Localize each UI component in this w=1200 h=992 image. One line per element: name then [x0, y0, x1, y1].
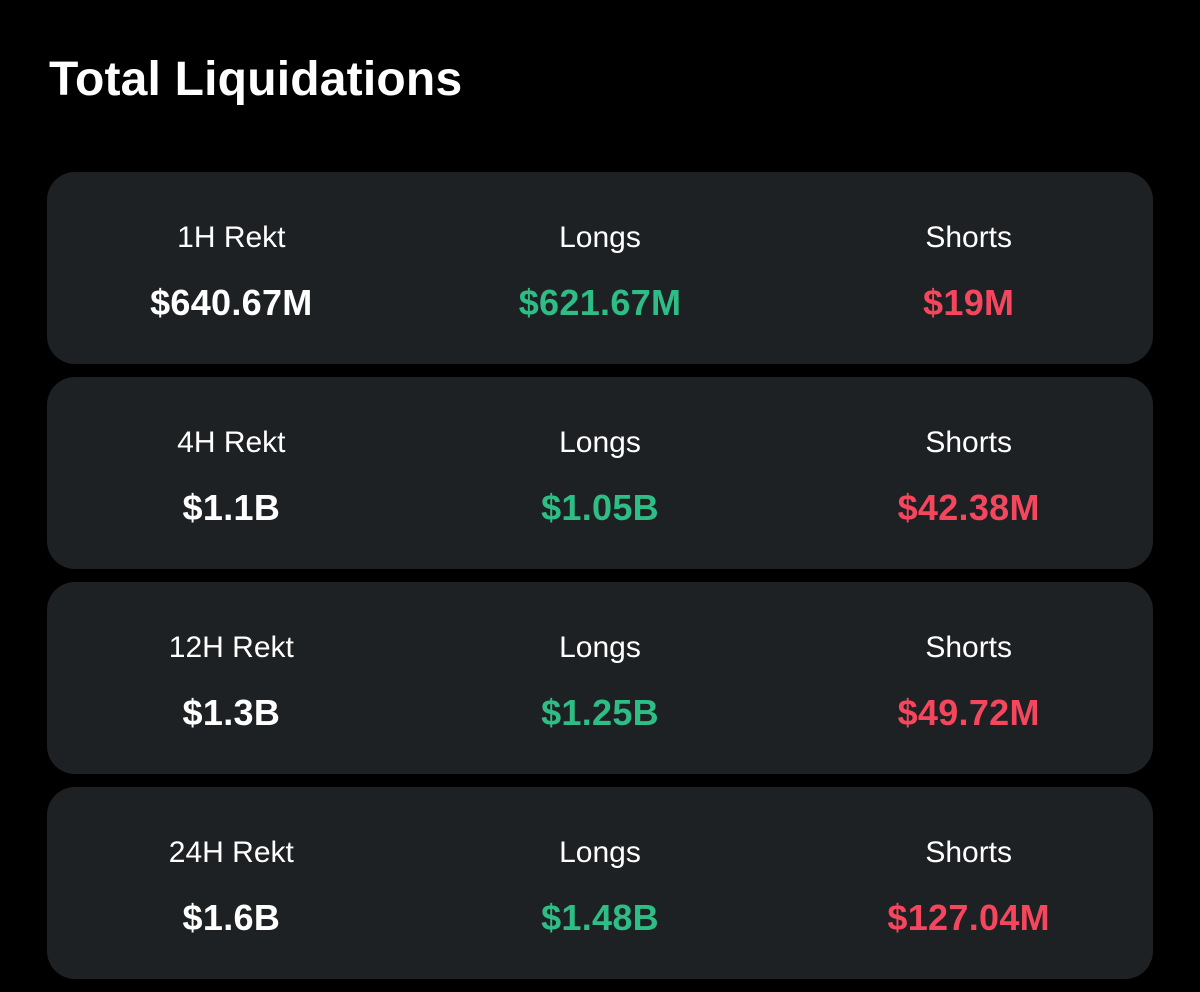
- shorts-value: $19M: [923, 282, 1015, 323]
- liquidation-card-12h: 12H Rekt $1.3B Longs $1.25B Shorts $49.7…: [47, 582, 1153, 774]
- shorts-label: Shorts: [925, 221, 1013, 254]
- longs-label: Longs: [559, 221, 641, 254]
- total-column: 4H Rekt $1.1B: [47, 377, 416, 569]
- page-title: Total Liquidations: [49, 53, 463, 106]
- liquidation-card-24h: 24H Rekt $1.6B Longs $1.48B Shorts $127.…: [47, 787, 1153, 979]
- total-column: 12H Rekt $1.3B: [47, 582, 416, 774]
- total-column: 24H Rekt $1.6B: [47, 787, 416, 979]
- liquidation-card-1h: 1H Rekt $640.67M Longs $621.67M Shorts $…: [47, 172, 1153, 364]
- longs-value: $1.25B: [541, 692, 659, 733]
- longs-column: Longs $621.67M: [416, 172, 785, 364]
- longs-label: Longs: [559, 836, 641, 869]
- liquidation-card-4h: 4H Rekt $1.1B Longs $1.05B Shorts $42.38…: [47, 377, 1153, 569]
- period-label: 1H Rekt: [177, 221, 286, 254]
- shorts-column: Shorts $19M: [784, 172, 1153, 364]
- longs-column: Longs $1.48B: [416, 787, 785, 979]
- shorts-column: Shorts $49.72M: [784, 582, 1153, 774]
- longs-label: Longs: [559, 426, 641, 459]
- longs-value: $621.67M: [518, 282, 682, 323]
- period-label: 24H Rekt: [168, 836, 294, 869]
- shorts-value: $42.38M: [897, 487, 1040, 528]
- shorts-label: Shorts: [925, 631, 1013, 664]
- longs-column: Longs $1.05B: [416, 377, 785, 569]
- longs-value: $1.05B: [541, 487, 659, 528]
- total-value: $1.6B: [182, 897, 281, 938]
- shorts-value: $49.72M: [897, 692, 1040, 733]
- total-value: $1.3B: [182, 692, 281, 733]
- total-column: 1H Rekt $640.67M: [47, 172, 416, 364]
- longs-label: Longs: [559, 631, 641, 664]
- longs-value: $1.48B: [541, 897, 659, 938]
- liquidation-cards: 1H Rekt $640.67M Longs $621.67M Shorts $…: [47, 172, 1153, 992]
- shorts-label: Shorts: [925, 836, 1013, 869]
- longs-column: Longs $1.25B: [416, 582, 785, 774]
- shorts-column: Shorts $127.04M: [784, 787, 1153, 979]
- total-value: $1.1B: [182, 487, 281, 528]
- shorts-value: $127.04M: [887, 897, 1050, 938]
- period-label: 4H Rekt: [177, 426, 286, 459]
- total-value: $640.67M: [150, 282, 313, 323]
- shorts-label: Shorts: [925, 426, 1013, 459]
- period-label: 12H Rekt: [168, 631, 294, 664]
- shorts-column: Shorts $42.38M: [784, 377, 1153, 569]
